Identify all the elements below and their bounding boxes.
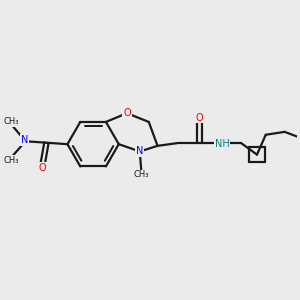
Text: CH₃: CH₃ — [134, 170, 149, 179]
Text: O: O — [196, 112, 203, 123]
Text: CH₃: CH₃ — [3, 117, 19, 126]
Text: CH₃: CH₃ — [3, 156, 19, 165]
Text: O: O — [38, 163, 46, 173]
Text: NH: NH — [214, 139, 230, 149]
Text: N: N — [21, 135, 28, 145]
Text: O: O — [123, 108, 131, 118]
Text: N: N — [136, 146, 143, 157]
